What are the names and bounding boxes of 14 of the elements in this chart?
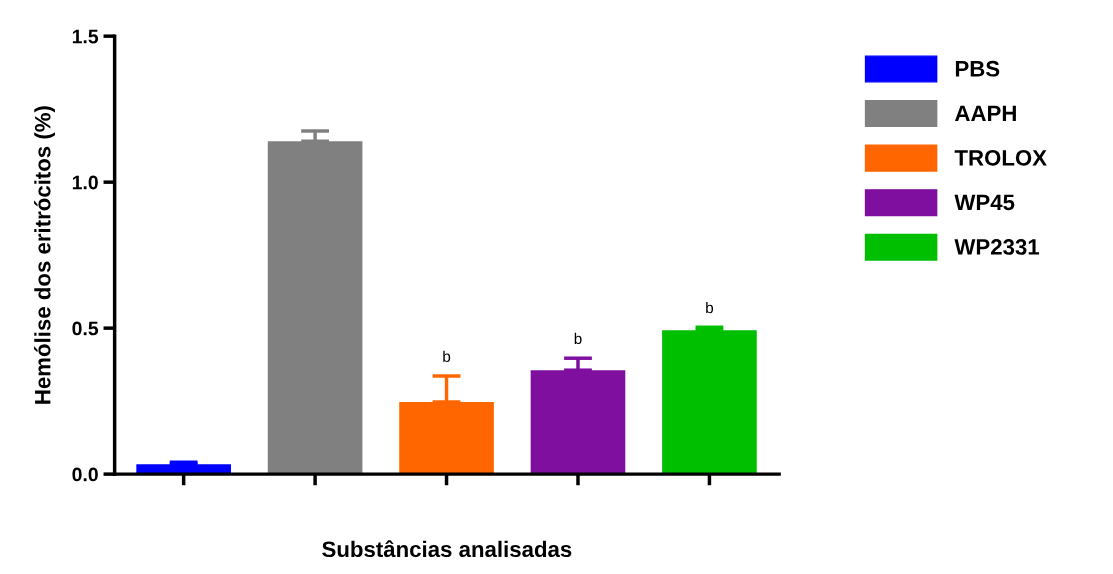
legend-label: AAPH (954, 105, 1016, 121)
legend-label: WP45 (954, 194, 1015, 211)
x-axis-title: Substâncias analisadas (322, 540, 572, 558)
y-tick-label: 0.0 (72, 467, 98, 482)
legend-label: WP2331 (954, 239, 1040, 255)
data-label: b (574, 332, 582, 345)
legend-label: TROLOX (954, 149, 1047, 166)
y-tick-label: 0.5 (72, 321, 99, 336)
y-tick-label: 1.5 (72, 29, 99, 44)
data-label: b (443, 350, 451, 362)
y-tick-label: 1.0 (72, 175, 98, 190)
legend-label: PBS (955, 60, 1000, 77)
y-axis-title: Hemólise dos eritrócitos (%) (34, 106, 55, 404)
data-label: b (706, 301, 714, 314)
